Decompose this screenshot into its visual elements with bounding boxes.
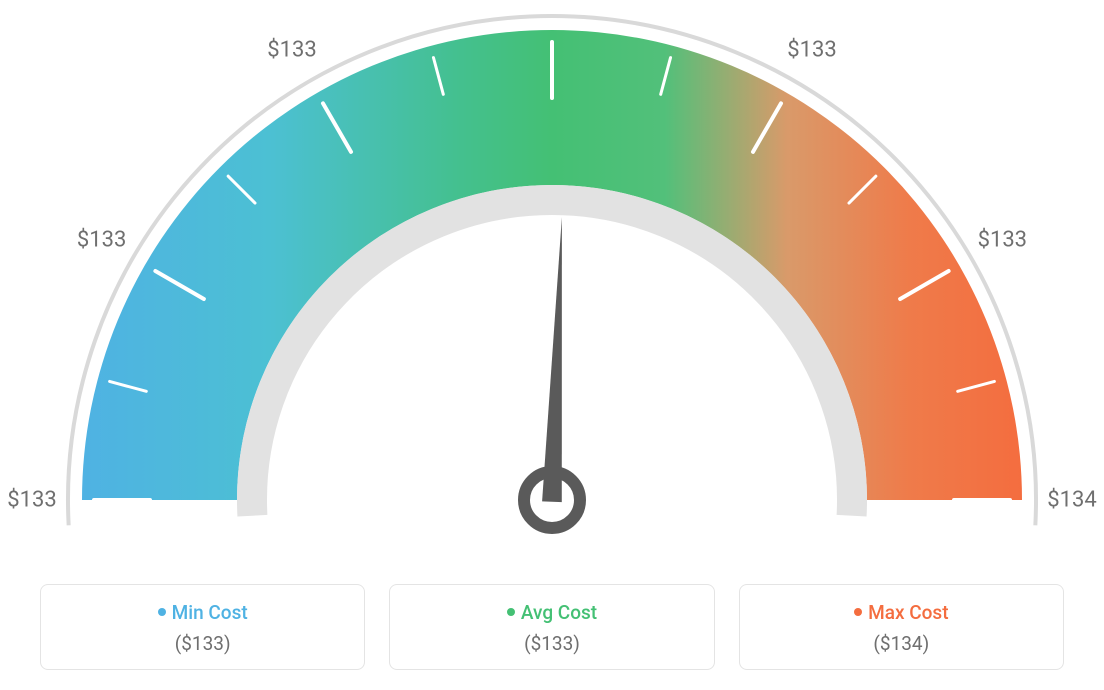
- gauge-tick-label: $133: [77, 228, 126, 253]
- legend-min-card: Min Cost ($133): [40, 584, 365, 670]
- gauge-tick-label: $133: [978, 228, 1027, 253]
- legend-row: Min Cost ($133) Avg Cost ($133) Max Cost…: [40, 584, 1064, 670]
- gauge-area: $133$133$133$133$133$133$134: [0, 0, 1104, 560]
- legend-min-value: ($133): [53, 632, 352, 655]
- legend-min-label: Min Cost: [172, 601, 248, 624]
- cost-gauge-chart: $133$133$133$133$133$133$134 Min Cost ($…: [0, 0, 1104, 690]
- legend-avg-value: ($133): [402, 632, 701, 655]
- dot-icon: [507, 608, 515, 616]
- dot-icon: [854, 608, 862, 616]
- legend-avg-card: Avg Cost ($133): [389, 584, 714, 670]
- legend-max-card: Max Cost ($134): [739, 584, 1064, 670]
- legend-max-value: ($134): [752, 632, 1051, 655]
- legend-avg-label: Avg Cost: [521, 601, 597, 624]
- gauge-svg: [0, 0, 1104, 560]
- legend-max-title: Max Cost: [752, 601, 1051, 624]
- legend-max-label: Max Cost: [868, 601, 948, 624]
- gauge-tick-label: $133: [267, 37, 316, 62]
- legend-min-title: Min Cost: [53, 601, 352, 624]
- gauge-tick-label: $134: [1047, 488, 1096, 513]
- gauge-tick-label: $133: [7, 488, 56, 513]
- dot-icon: [158, 608, 166, 616]
- legend-avg-title: Avg Cost: [402, 601, 701, 624]
- gauge-tick-label: $133: [787, 37, 836, 62]
